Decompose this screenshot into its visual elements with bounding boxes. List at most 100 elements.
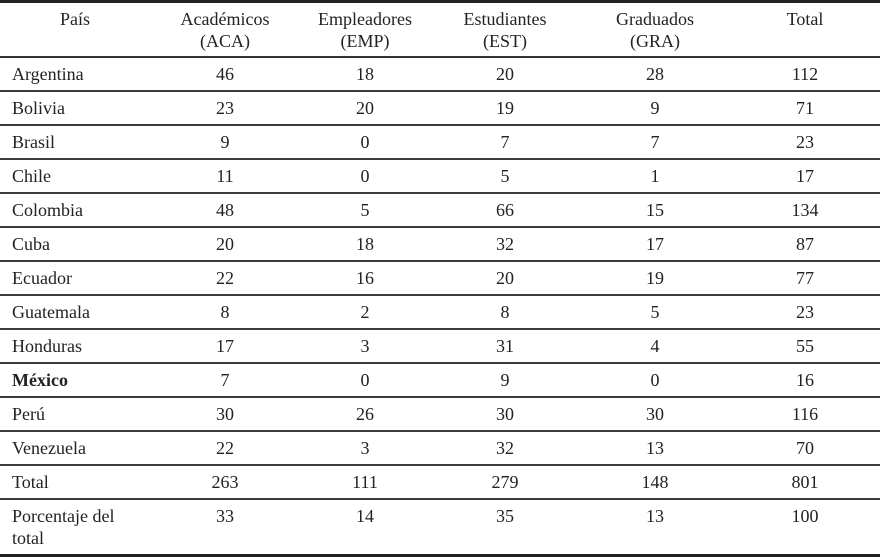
data-cell: 5 (300, 193, 430, 228)
data-cell: 30 (580, 397, 730, 432)
table-row: Perú 30 26 30 30 116 (0, 397, 880, 432)
table-row: Argentina 46 18 20 28 112 (0, 57, 880, 92)
data-cell: 19 (430, 91, 580, 126)
data-cell: 5 (580, 295, 730, 330)
column-header-graduados: Graduados (GRA) (580, 1, 730, 58)
table-body: Argentina 46 18 20 28 112 Bolivia 23 20 19 9 71 Bras… (0, 57, 880, 557)
data-cell: 279 (430, 465, 580, 500)
data-cell: 9 (430, 363, 580, 398)
data-cell: 16 (730, 363, 880, 398)
table-row: Porcentaje del total 33 14 35 13 100 (0, 499, 880, 557)
table-row: Total 263 111 279 148 801 (0, 465, 880, 500)
row-label: Cuba (0, 227, 150, 262)
data-cell: 28 (580, 57, 730, 92)
header-row: País Académicos (ACA) Empleadores (EMP) … (0, 1, 880, 58)
data-cell: 22 (150, 261, 300, 296)
table-row: Brasil 9 0 7 7 23 (0, 125, 880, 160)
table-row: Honduras 17 3 31 4 55 (0, 329, 880, 364)
row-label: Colombia (0, 193, 150, 228)
data-cell: 31 (430, 329, 580, 364)
data-cell: 263 (150, 465, 300, 500)
data-cell: 30 (150, 397, 300, 432)
data-cell: 20 (150, 227, 300, 262)
data-cell: 70 (730, 431, 880, 466)
data-cell: 22 (150, 431, 300, 466)
data-cell: 3 (300, 329, 430, 364)
data-cell: 116 (730, 397, 880, 432)
data-cell: 87 (730, 227, 880, 262)
data-cell: 66 (430, 193, 580, 228)
data-cell: 112 (730, 57, 880, 92)
column-header-sub: (EST) (483, 31, 527, 51)
table-row: Bolivia 23 20 19 9 71 (0, 91, 880, 126)
data-cell: 18 (300, 227, 430, 262)
table-header: País Académicos (ACA) Empleadores (EMP) … (0, 1, 880, 58)
data-cell: 3 (300, 431, 430, 466)
data-cell: 46 (150, 57, 300, 92)
data-cell: 77 (730, 261, 880, 296)
data-cell: 17 (150, 329, 300, 364)
data-cell: 17 (580, 227, 730, 262)
data-cell: 19 (580, 261, 730, 296)
data-cell: 9 (150, 125, 300, 160)
row-label: Ecuador (0, 261, 150, 296)
data-cell: 32 (430, 227, 580, 262)
data-cell: 5 (430, 159, 580, 194)
row-label: Guatemala (0, 295, 150, 330)
column-header-sub: (ACA) (200, 31, 250, 51)
data-cell: 15 (580, 193, 730, 228)
data-cell: 9 (580, 91, 730, 126)
data-cell: 32 (430, 431, 580, 466)
row-label: Perú (0, 397, 150, 432)
table-row: Ecuador 22 16 20 19 77 (0, 261, 880, 296)
column-header-label: Total (786, 9, 824, 29)
table-row: Colombia 48 5 66 15 134 (0, 193, 880, 228)
data-cell: 14 (300, 499, 430, 557)
table-row: Chile 11 0 5 1 17 (0, 159, 880, 194)
column-header-academicos: Académicos (ACA) (150, 1, 300, 58)
row-label: Porcentaje del total (0, 499, 150, 557)
row-label: Honduras (0, 329, 150, 364)
row-label: Total (0, 465, 150, 500)
column-header-label: Graduados (616, 9, 694, 29)
row-label: Argentina (0, 57, 150, 92)
data-cell: 23 (730, 295, 880, 330)
row-label: Venezuela (0, 431, 150, 466)
column-header-label: País (59, 9, 90, 29)
data-cell: 0 (300, 159, 430, 194)
data-cell: 111 (300, 465, 430, 500)
data-cell: 26 (300, 397, 430, 432)
table-row: México 7 0 9 0 16 (0, 363, 880, 398)
column-header-sub: (EMP) (340, 31, 390, 51)
row-label: Bolivia (0, 91, 150, 126)
row-label: Brasil (0, 125, 150, 160)
data-cell: 7 (150, 363, 300, 398)
data-cell: 11 (150, 159, 300, 194)
data-cell: 23 (150, 91, 300, 126)
data-cell: 8 (150, 295, 300, 330)
table-row: Guatemala 8 2 8 5 23 (0, 295, 880, 330)
column-header-label: Académicos (180, 9, 270, 29)
data-cell: 801 (730, 465, 880, 500)
column-header-empleadores: Empleadores (EMP) (300, 1, 430, 58)
data-cell: 30 (430, 397, 580, 432)
column-header-total: Total (730, 1, 880, 58)
data-cell: 20 (430, 57, 580, 92)
data-cell: 20 (300, 91, 430, 126)
data-cell: 17 (730, 159, 880, 194)
table-row: Cuba 20 18 32 17 87 (0, 227, 880, 262)
data-cell: 35 (430, 499, 580, 557)
data-cell: 8 (430, 295, 580, 330)
row-label: México (0, 363, 150, 398)
data-cell: 2 (300, 295, 430, 330)
column-header-sub: (GRA) (630, 31, 680, 51)
data-cell: 1 (580, 159, 730, 194)
column-header-label: Estudiantes (463, 9, 547, 29)
data-cell: 48 (150, 193, 300, 228)
data-cell: 0 (580, 363, 730, 398)
data-cell: 7 (580, 125, 730, 160)
table-row: Venezuela 22 3 32 13 70 (0, 431, 880, 466)
data-cell: 13 (580, 499, 730, 557)
